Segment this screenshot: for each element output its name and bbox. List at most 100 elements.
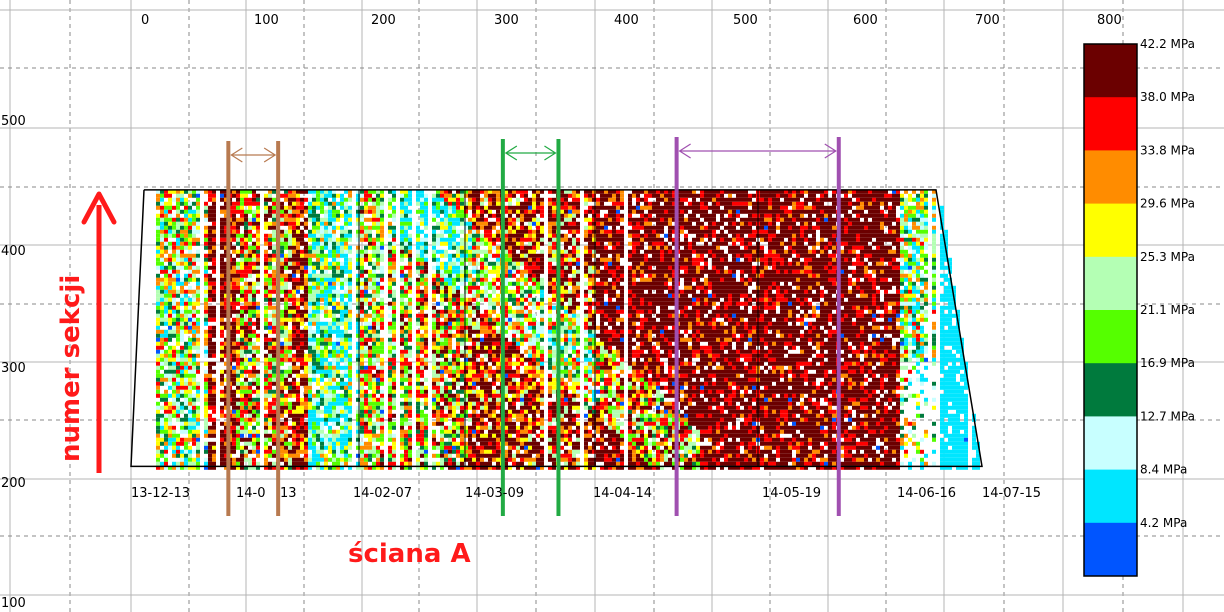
heatmap-cell (280, 269, 284, 274)
heatmap-cell (344, 209, 348, 214)
heatmap-cell (208, 445, 212, 450)
heatmap-cell (480, 325, 484, 330)
heatmap-cell (240, 329, 244, 334)
heatmap-cell (308, 325, 312, 330)
heatmap-cell (480, 361, 484, 366)
heatmap-cell (472, 261, 476, 266)
heatmap-cell (316, 457, 320, 462)
heatmap-cell (252, 437, 256, 442)
heatmap-cell (232, 381, 236, 386)
heatmap-cell (304, 457, 308, 462)
heatmap-cell (160, 277, 164, 282)
heatmap-cell (356, 417, 360, 422)
heatmap-cell (476, 349, 480, 354)
heatmap-cell (432, 465, 436, 470)
heatmap-cell (208, 397, 212, 402)
heatmap-cell (284, 233, 288, 238)
heatmap-cell (280, 393, 284, 398)
heatmap-cell (304, 445, 308, 450)
heatmap-cell (372, 225, 376, 230)
heatmap-cell (452, 381, 456, 386)
heatmap-cell (336, 409, 340, 414)
heatmap-cell (248, 201, 252, 206)
heatmap-cell (164, 221, 168, 226)
heatmap-cell (328, 193, 332, 198)
heatmap-cell (508, 273, 512, 278)
heatmap-cell (168, 233, 172, 238)
heatmap-cell (408, 213, 412, 218)
heatmap-cell (192, 373, 196, 378)
heatmap-cell (240, 389, 244, 394)
heatmap-cell (204, 217, 208, 222)
heatmap-cell (244, 425, 248, 430)
heatmap-cell (440, 217, 444, 222)
heatmap-cell (328, 465, 332, 470)
heatmap-cell (272, 437, 276, 442)
heatmap-cell (424, 265, 428, 270)
heatmap-cell (284, 265, 288, 270)
heatmap-cell (452, 265, 456, 270)
heatmap-cell (432, 461, 436, 466)
heatmap-cell (464, 357, 468, 362)
heatmap-cell (408, 433, 412, 438)
heatmap-cell (192, 317, 196, 322)
heatmap-cell (224, 405, 228, 410)
heatmap-cell (300, 261, 304, 266)
heatmap-cell (404, 369, 408, 374)
heatmap-cell (292, 437, 296, 442)
heatmap-cell (180, 297, 184, 302)
heatmap-cell (256, 233, 260, 238)
heatmap-cell (272, 425, 276, 430)
heatmap-cell (188, 313, 192, 318)
heatmap-cell (280, 357, 284, 362)
heatmap-cell (356, 245, 360, 250)
heatmap-cell (244, 329, 248, 334)
heatmap-cell (340, 397, 344, 402)
heatmap-cell (332, 233, 336, 238)
heatmap-cell (188, 453, 192, 458)
heatmap-cell (460, 421, 464, 426)
heatmap-cell (168, 293, 172, 298)
heatmap-cell (372, 465, 376, 470)
heatmap-cell (452, 273, 456, 278)
heatmap-cell (156, 193, 160, 198)
heatmap-cell (332, 441, 336, 446)
heatmap-cell (380, 401, 384, 406)
heatmap-cell (180, 373, 184, 378)
heatmap-cell (172, 333, 176, 338)
heatmap-cell (340, 377, 344, 382)
heatmap-cell (308, 285, 312, 290)
heatmap-cell (268, 197, 272, 202)
heatmap-cell (264, 457, 268, 462)
heatmap-cell (212, 345, 216, 350)
heatmap-cell (292, 361, 296, 366)
heatmap-cell (184, 277, 188, 282)
heatmap-cell (468, 233, 472, 238)
heatmap-cell (364, 293, 368, 298)
heatmap-cell (444, 417, 448, 422)
heatmap-cell (488, 405, 492, 410)
heatmap-cell (332, 237, 336, 242)
heatmap-cell (164, 213, 168, 218)
heatmap-cell (320, 269, 324, 274)
heatmap-cell (284, 441, 288, 446)
heatmap-cell (484, 261, 488, 266)
heatmap-cell (164, 309, 168, 314)
heatmap-cell (448, 445, 452, 450)
heatmap-cell (392, 261, 396, 266)
heatmap-cell (168, 241, 172, 246)
heatmap-cell (168, 337, 172, 342)
heatmap-cell (328, 429, 332, 434)
heatmap-cell (192, 409, 196, 414)
heatmap-cell (248, 221, 252, 226)
heatmap-cell (320, 437, 324, 442)
heatmap-cell (332, 305, 336, 310)
heatmap-cell (388, 325, 392, 330)
heatmap-cell (244, 457, 248, 462)
heatmap-cell (264, 257, 268, 262)
heatmap-cell (328, 433, 332, 438)
heatmap-cell (372, 313, 376, 318)
heatmap-cell (368, 337, 372, 342)
heatmap-cell (332, 461, 336, 466)
heatmap-cell (496, 273, 500, 278)
